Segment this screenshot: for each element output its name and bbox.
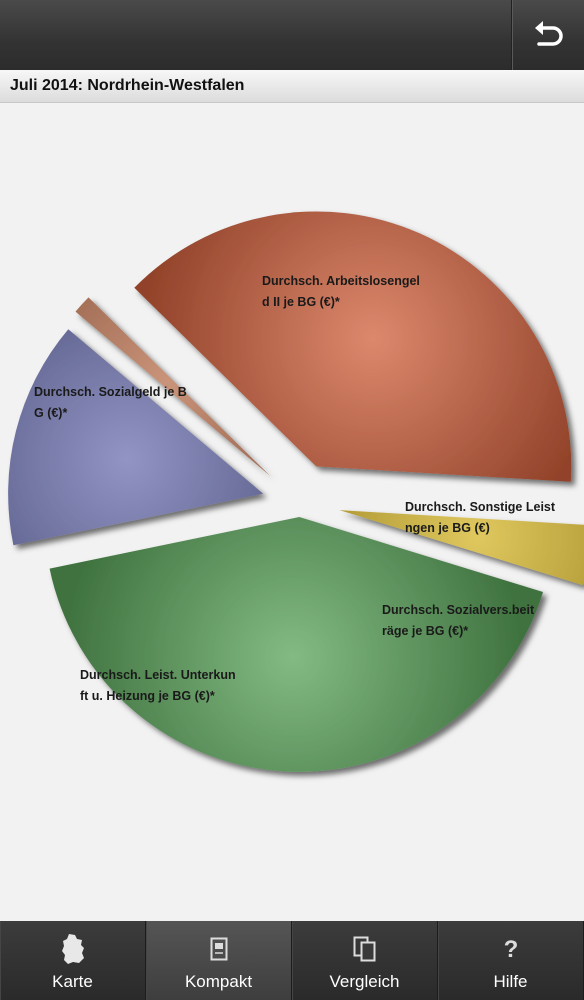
slice-label: Durchsch. Arbeitslosengel d II je BG (€)* xyxy=(262,274,420,309)
tab-label: Karte xyxy=(52,972,93,991)
pie-chart: Durchsch. Arbeitslosengel d II je BG (€)*… xyxy=(8,211,584,772)
pie-slice xyxy=(8,329,264,546)
svg-text:?: ? xyxy=(503,936,518,963)
help-icon: ? xyxy=(501,932,521,966)
back-button[interactable] xyxy=(511,0,584,70)
tab-hilfe[interactable]: ? Hilfe xyxy=(438,921,584,1000)
page-title: Juli 2014: Nordrhein-Westfalen xyxy=(10,77,245,94)
tab-label: Hilfe xyxy=(493,972,528,991)
slice-label: Durchsch. Sonstige Leist ngen je BG (€) xyxy=(405,500,556,535)
pie-slice xyxy=(134,211,572,482)
pie-chart-area: Durchsch. Arbeitslosengel d II je BG (€)*… xyxy=(0,103,584,921)
back-arrow-icon xyxy=(535,21,563,46)
pie-slice xyxy=(49,517,543,772)
slice-label: Durchsch. Leist. Unterkun ft u. Heizung j… xyxy=(80,668,236,703)
tab-label: Vergleich xyxy=(329,972,400,991)
tab-kompakt[interactable]: Kompakt xyxy=(146,921,292,1000)
slice-label: Durchsch. Sozialvers.beit räge je BG (€)* xyxy=(382,603,535,638)
tab-label: Kompakt xyxy=(184,972,253,991)
pie-slice xyxy=(339,510,584,586)
bottom-tab-bar: Karte Kompakt Vergleich ? Hilfe xyxy=(0,921,584,1000)
compare-icon xyxy=(353,932,377,966)
title-bar: Juli 2014: Nordrhein-Westfalen xyxy=(0,70,584,103)
germany-map-icon xyxy=(60,932,86,966)
pie-slice xyxy=(75,297,271,477)
tab-vergleich[interactable]: Vergleich xyxy=(292,921,438,1000)
top-toolbar xyxy=(0,0,584,70)
tab-karte[interactable]: Karte xyxy=(0,921,146,1000)
compact-view-icon xyxy=(210,932,228,966)
